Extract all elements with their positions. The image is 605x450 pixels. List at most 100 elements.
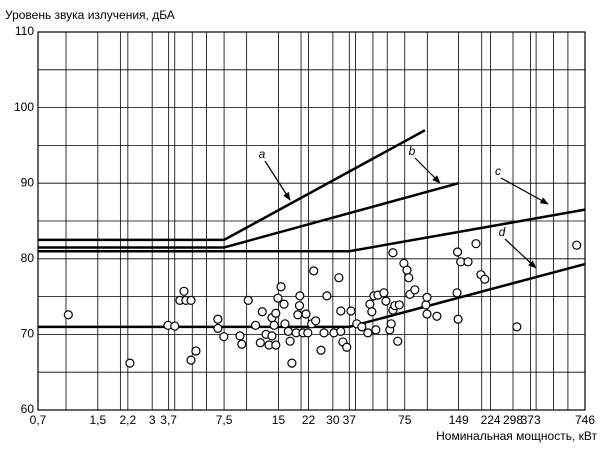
point [280, 319, 290, 329]
point [363, 328, 373, 338]
point [186, 295, 196, 305]
point [365, 299, 375, 309]
y-axis-label: Уровень звука излучения, дБА [5, 8, 175, 22]
point [269, 320, 279, 330]
point [301, 309, 311, 319]
point [316, 345, 326, 355]
point [402, 265, 412, 275]
y-tick-label: 90 [21, 175, 35, 189]
x-tick-label: 30 [326, 413, 340, 427]
point [271, 340, 281, 350]
curve-label: b [409, 144, 416, 158]
point [422, 309, 432, 319]
point [432, 311, 442, 321]
curve-line [38, 181, 459, 249]
point [250, 320, 261, 330]
x-tick-label: 37 [343, 413, 357, 427]
curve-label: d [499, 225, 506, 239]
y-tick-label: 70 [21, 327, 35, 341]
point [379, 288, 389, 298]
x-tick-label: 298 [503, 413, 523, 427]
point [410, 285, 420, 295]
point [452, 288, 462, 298]
point [283, 326, 293, 336]
point [303, 328, 313, 338]
point [346, 306, 356, 316]
curve-line [38, 129, 426, 242]
point [219, 332, 229, 342]
point [311, 316, 321, 326]
point [463, 257, 473, 267]
point [257, 307, 267, 317]
point [243, 295, 253, 305]
point [381, 296, 391, 306]
point [421, 300, 431, 310]
curve-line [38, 262, 586, 329]
curve-arrow [414, 157, 441, 184]
curve-arrow [500, 177, 549, 205]
point [287, 358, 297, 368]
point [319, 328, 329, 338]
point [293, 310, 303, 320]
point [179, 286, 189, 296]
point [480, 274, 490, 284]
point [255, 338, 265, 348]
x-tick-label: 373 [521, 413, 541, 427]
point [213, 314, 223, 324]
point [125, 358, 135, 368]
point [334, 273, 344, 283]
point [393, 336, 403, 346]
y-tick-label: 110 [15, 24, 34, 38]
curve-line [38, 208, 586, 253]
point [279, 299, 289, 309]
point [267, 331, 277, 341]
point [294, 301, 305, 311]
y-tick-label: 100 [14, 100, 34, 114]
point [285, 336, 295, 346]
point [295, 291, 305, 301]
point [512, 322, 522, 332]
x-tick-label: 0,7 [30, 413, 47, 427]
x-tick-label: 2,2 [120, 413, 137, 427]
point [367, 307, 377, 317]
curve-arrow [264, 160, 291, 201]
point [404, 273, 414, 283]
point [471, 239, 481, 249]
curve-label: c [495, 164, 501, 178]
x-tick-label: 746 [575, 413, 595, 427]
x-tick-label: 22 [302, 413, 316, 427]
point [237, 339, 247, 349]
point [386, 319, 396, 329]
point [342, 342, 352, 352]
x-tick-label: 75 [398, 413, 412, 427]
x-tick-label: 149 [449, 413, 469, 427]
plot-frame [37, 31, 586, 411]
point [309, 266, 319, 276]
y-tick-label: 60 [21, 402, 35, 416]
point [371, 325, 381, 335]
point [191, 346, 201, 356]
point [572, 240, 582, 250]
curve-label: a [259, 147, 266, 161]
point [336, 326, 346, 336]
x-tick-label: 1,5 [89, 413, 106, 427]
x-tick-label: 224 [481, 413, 501, 427]
point [271, 308, 281, 318]
x-axis-label: Номинальная мощность, кВт [436, 429, 597, 443]
point [213, 323, 223, 333]
point [273, 293, 283, 303]
x-tick-label: 3 [149, 413, 156, 427]
point [170, 321, 180, 331]
point [322, 291, 332, 301]
point [452, 247, 463, 257]
point [186, 355, 196, 365]
point [388, 248, 398, 258]
point [453, 314, 463, 324]
x-tick-label: 7,5 [216, 413, 233, 427]
x-tick-label: 3,7 [160, 413, 177, 427]
point [422, 292, 432, 302]
point [336, 306, 346, 316]
point [235, 331, 245, 341]
point [357, 322, 367, 332]
